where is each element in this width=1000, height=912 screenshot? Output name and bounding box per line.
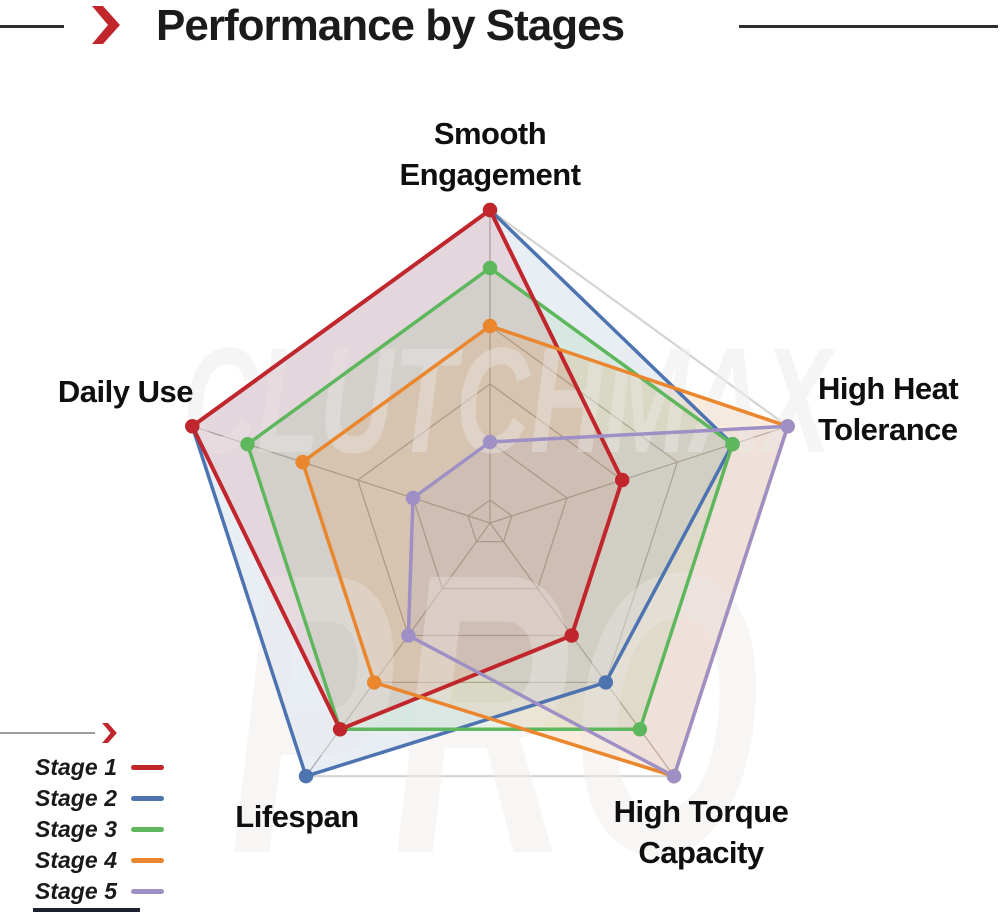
axis-label-line: High Heat bbox=[818, 371, 959, 406]
data-point-stage-5 bbox=[405, 490, 421, 506]
axis-label-high-heat-tolerance: High Heat Tolerance bbox=[818, 368, 959, 450]
legend-number: 3 bbox=[104, 816, 117, 842]
data-point-stage-5 bbox=[666, 769, 682, 784]
legend-word: Stage bbox=[35, 878, 98, 904]
legend-number: 5 bbox=[104, 878, 117, 904]
legend-label: Stage 4 bbox=[35, 847, 117, 874]
legend-item-stage-1: Stage 1 bbox=[0, 752, 180, 783]
legend-word: Stage bbox=[35, 847, 98, 873]
series-fill-stage-5 bbox=[408, 426, 788, 777]
data-point-stage-1 bbox=[332, 722, 348, 737]
axis-label-line: High Torque bbox=[613, 794, 789, 829]
axis-label-line: Tolerance bbox=[818, 412, 958, 447]
data-point-stage-3 bbox=[725, 437, 740, 452]
axis-label-daily-use: Daily Use bbox=[20, 371, 194, 412]
legend-number: 1 bbox=[104, 754, 117, 780]
bottom-edge-rule bbox=[33, 908, 140, 912]
data-point-stage-4 bbox=[482, 318, 498, 334]
legend-number: 4 bbox=[104, 847, 117, 873]
legend-item-stage-3: Stage 3 bbox=[0, 814, 180, 845]
data-point-stage-1 bbox=[482, 202, 498, 218]
legend-item-stage-2: Stage 2 bbox=[0, 783, 180, 814]
page-title: Performance by Stages bbox=[156, 1, 625, 50]
legend: Stage 1 Stage 2 Stage 3 Stage 4 Stage 5 bbox=[0, 752, 180, 907]
legend-word: Stage bbox=[35, 816, 98, 842]
series-line-stage-5 bbox=[406, 424, 790, 778]
axis-label-lifespan: Lifespan bbox=[235, 796, 359, 837]
legend-number: 2 bbox=[104, 785, 117, 811]
data-point-stage-5 bbox=[780, 419, 795, 434]
legend-item-stage-4: Stage 4 bbox=[0, 845, 180, 876]
axis-label-smooth-engagement: Smooth Engagement bbox=[399, 113, 581, 195]
series-line-stage-4 bbox=[300, 324, 790, 778]
data-point-stage-3 bbox=[482, 260, 498, 276]
legend-color-swatch bbox=[131, 827, 164, 832]
header-rule-right bbox=[739, 25, 998, 28]
legend-word: Stage bbox=[35, 754, 98, 780]
grid-ring bbox=[357, 383, 623, 637]
data-point-stage-3 bbox=[240, 437, 255, 452]
data-point-stage-5 bbox=[401, 628, 416, 643]
data-point-stage-4 bbox=[367, 675, 382, 690]
header-rule-left bbox=[0, 25, 64, 28]
axis-label-line: Capacity bbox=[638, 835, 764, 870]
data-point-stage-4 bbox=[295, 454, 310, 470]
series-fill-stage-2 bbox=[192, 210, 733, 777]
grid-ring bbox=[467, 499, 513, 543]
legend-label: Stage 1 bbox=[35, 754, 117, 781]
legend-chevron-icon bbox=[102, 723, 117, 743]
header-chevron-icon bbox=[92, 6, 120, 44]
data-point-stage-2 bbox=[598, 675, 613, 690]
legend-color-swatch bbox=[131, 858, 164, 863]
legend-label: Stage 5 bbox=[35, 878, 117, 905]
legend-color-swatch bbox=[131, 889, 164, 894]
axis-label-line: Daily Use bbox=[57, 374, 194, 409]
series-fill-stage-3 bbox=[247, 268, 733, 730]
axis-label-line: Lifespan bbox=[235, 799, 359, 834]
data-point-stage-1 bbox=[185, 419, 200, 434]
legend-label: Stage 2 bbox=[35, 785, 117, 812]
series-fill-stage-1 bbox=[192, 210, 623, 730]
watermark-text: CLUTCHMAX bbox=[183, 316, 836, 484]
legend-color-swatch bbox=[131, 796, 164, 801]
legend-item-stage-5: Stage 5 bbox=[0, 876, 180, 907]
legend-color-swatch bbox=[131, 765, 164, 770]
data-point-stage-1 bbox=[564, 628, 579, 643]
legend-rule bbox=[0, 732, 95, 734]
data-point-stage-3 bbox=[632, 722, 648, 737]
data-point-stage-2 bbox=[298, 769, 314, 784]
data-point-stage-1 bbox=[615, 472, 630, 488]
series-line-stage-3 bbox=[245, 266, 735, 732]
data-point-stage-5 bbox=[482, 434, 498, 450]
axis-label-line: Smooth bbox=[433, 116, 547, 151]
axis-label-high-torque-capacity: High Torque Capacity bbox=[614, 791, 789, 873]
legend-label: Stage 3 bbox=[35, 816, 117, 843]
legend-word: Stage bbox=[35, 785, 98, 811]
axis-label-line: Engagement bbox=[399, 157, 581, 192]
series-fill-stage-4 bbox=[302, 326, 788, 777]
